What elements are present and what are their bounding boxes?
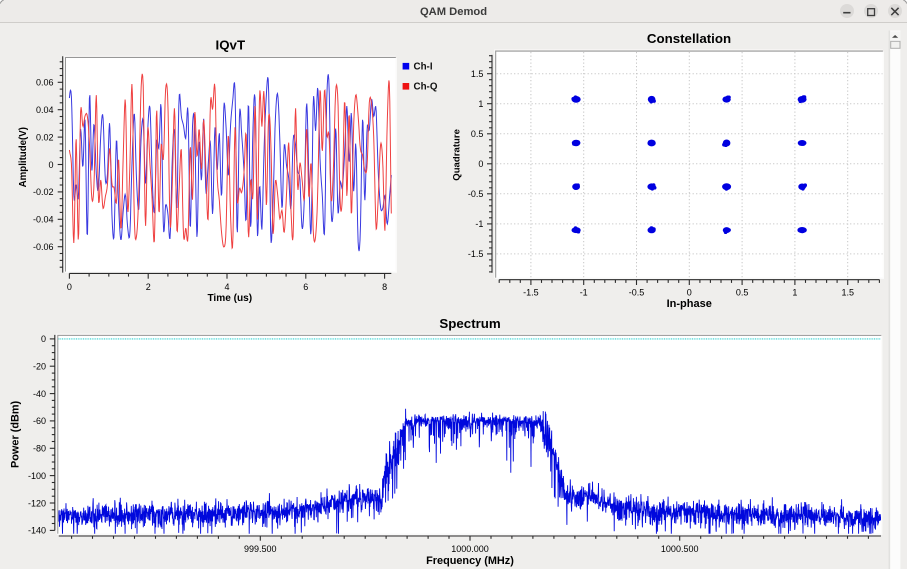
- svg-text:-100: -100: [28, 471, 46, 481]
- svg-text:Ch-Q: Ch-Q: [414, 81, 438, 92]
- svg-text:IQvT: IQvT: [216, 38, 246, 53]
- svg-text:-1: -1: [475, 219, 483, 229]
- svg-text:2: 2: [146, 282, 151, 292]
- svg-text:1000.000: 1000.000: [451, 544, 489, 554]
- svg-text:999.500: 999.500: [244, 544, 277, 554]
- svg-text:0.02: 0.02: [36, 132, 54, 142]
- svg-text:Ch-I: Ch-I: [414, 61, 433, 72]
- svg-text:-140: -140: [28, 526, 46, 536]
- svg-text:-1.5: -1.5: [523, 288, 539, 298]
- svg-text:Amplitude(V): Amplitude(V): [18, 127, 29, 187]
- svg-text:-20: -20: [33, 362, 46, 372]
- svg-text:-120: -120: [28, 498, 46, 508]
- svg-text:1: 1: [792, 288, 797, 298]
- svg-text:In-phase: In-phase: [667, 298, 712, 310]
- svg-text:0: 0: [67, 282, 72, 292]
- svg-text:-80: -80: [33, 444, 46, 454]
- svg-text:0.5: 0.5: [471, 129, 484, 139]
- svg-text:1.5: 1.5: [841, 288, 854, 298]
- svg-text:0: 0: [478, 159, 483, 169]
- svg-text:-0.5: -0.5: [629, 288, 645, 298]
- svg-text:0.06: 0.06: [36, 78, 54, 88]
- svg-text:4: 4: [224, 282, 229, 292]
- svg-text:Time (us): Time (us): [207, 293, 252, 304]
- svg-text:Constellation: Constellation: [647, 31, 731, 46]
- svg-text:0.04: 0.04: [36, 105, 54, 115]
- svg-text:1.5: 1.5: [471, 69, 484, 79]
- svg-text:-1.5: -1.5: [468, 249, 484, 259]
- svg-text:-0.06: -0.06: [33, 242, 54, 252]
- svg-text:1000.500: 1000.500: [661, 544, 699, 554]
- svg-text:-1: -1: [580, 288, 588, 298]
- svg-text:Quadrature: Quadrature: [451, 129, 462, 181]
- svg-text:Power (dBm): Power (dBm): [10, 400, 22, 468]
- svg-text:0: 0: [41, 334, 46, 344]
- svg-text:8: 8: [382, 282, 387, 292]
- svg-text:Frequency (MHz): Frequency (MHz): [426, 555, 514, 567]
- svg-text:6: 6: [303, 282, 308, 292]
- svg-text:0: 0: [687, 288, 692, 298]
- svg-text:-0.5: -0.5: [468, 189, 484, 199]
- svg-text:-0.02: -0.02: [33, 187, 54, 197]
- svg-text:-40: -40: [33, 389, 46, 399]
- svg-text:0: 0: [48, 160, 53, 170]
- svg-text:1: 1: [478, 99, 483, 109]
- svg-text:-0.04: -0.04: [33, 215, 54, 225]
- svg-text:-60: -60: [33, 416, 46, 426]
- svg-text:0.5: 0.5: [736, 288, 749, 298]
- svg-text:Spectrum: Spectrum: [439, 316, 500, 331]
